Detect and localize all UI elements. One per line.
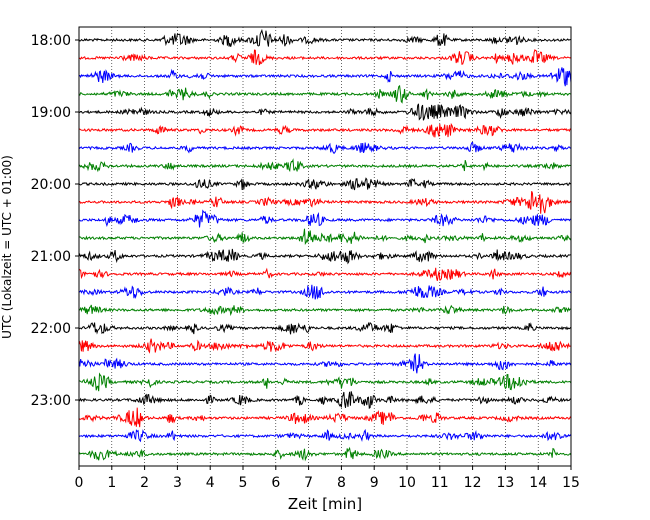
x-tick-label-1: 1 [107,475,116,491]
y-tick-label-2: 20:00 [31,177,71,193]
trace-1815 [78,48,572,66]
x-tick-label-3: 3 [173,475,182,491]
trace-1800 [78,28,572,47]
trace-2100 [78,248,572,265]
trace-1830 [78,67,572,87]
trace-2230 [78,353,572,374]
x-tick-label-13: 13 [496,475,514,491]
x-tick-label-11: 11 [431,475,449,491]
trace-2200 [78,321,572,335]
trace-1845 [78,84,572,104]
trace-2345 [78,446,572,462]
trace-2330 [78,428,572,443]
trace-2045 [78,228,572,245]
x-tick-label-12: 12 [464,475,482,491]
x-tick-label-15: 15 [562,475,580,491]
trace-2145 [78,304,572,317]
y-axis-title: UTC (Lokalzeit = UTC + 01:00) [0,155,14,339]
trace-2115 [78,267,572,281]
y-tick-label-5: 23:00 [31,393,71,409]
x-tick-label-5: 5 [239,475,248,491]
trace-1945 [78,158,572,173]
x-tick-label-9: 9 [370,475,379,491]
x-tick-label-4: 4 [206,475,215,491]
x-axis-ticks: 0 1 2 3 4 5 6 7 8 9 10 11 12 13 14 15 [75,466,580,491]
trace-2130 [78,284,572,300]
trace-2030 [78,209,572,228]
x-tick-label-8: 8 [337,475,346,491]
y-tick-label-1: 19:00 [31,105,71,121]
x-tick-label-0: 0 [75,475,84,491]
x-tick-label-10: 10 [398,475,416,491]
trace-2315 [78,407,572,428]
seismogram-traces [78,28,572,462]
trace-2015 [78,191,572,214]
y-tick-label-0: 18:00 [31,33,71,49]
trace-2300 [78,391,572,410]
x-tick-label-2: 2 [140,475,149,491]
x-axis-title: Zeit [min] [288,495,362,513]
trace-1930 [78,141,572,155]
y-tick-label-3: 21:00 [31,249,71,265]
trace-2215 [78,338,572,354]
trace-1900 [78,103,572,121]
trace-2000 [78,177,572,191]
y-tick-label-4: 22:00 [31,321,71,337]
trace-1915 [78,122,572,138]
trace-2245 [78,372,572,392]
y-axis-ticks: 18:00 19:00 20:00 21:00 22:00 23:00 [31,33,79,409]
plot-frame [78,26,572,467]
x-tick-label-6: 6 [271,475,280,491]
x-tick-label-14: 14 [529,475,547,491]
x-tick-label-7: 7 [304,475,313,491]
